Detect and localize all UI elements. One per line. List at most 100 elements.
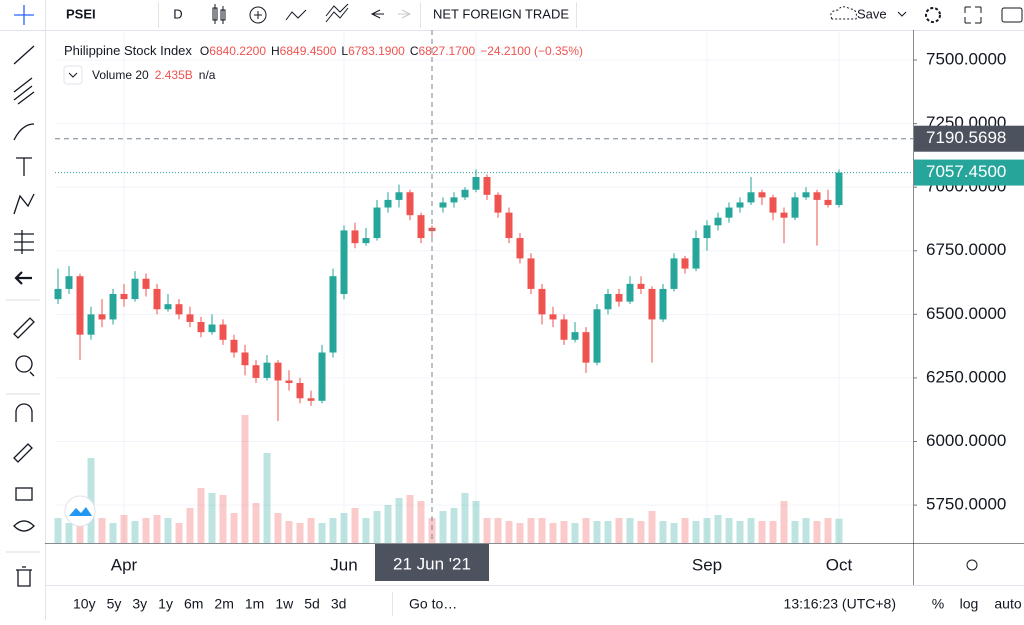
legend-toggle[interactable] — [63, 65, 83, 85]
redo-button[interactable] — [398, 9, 412, 19]
text-tool[interactable] — [16, 157, 32, 176]
symbol-name: Philippine Stock Index — [64, 43, 192, 58]
candle-body — [263, 362, 271, 378]
pattern-tool[interactable] — [13, 193, 35, 215]
prediction-tool[interactable] — [14, 230, 34, 254]
range-button[interactable]: 10y — [73, 596, 96, 612]
candle-body — [593, 309, 601, 363]
range-button[interactable]: 5d — [304, 596, 320, 612]
cloud-icon — [830, 6, 857, 20]
snapshot-button[interactable] — [1001, 7, 1023, 23]
volume-bar — [571, 523, 579, 543]
goto-button[interactable]: Go to… — [409, 596, 457, 612]
volume-bar — [153, 515, 161, 543]
candle-type-button[interactable] — [212, 4, 226, 24]
volume-bar — [659, 521, 667, 543]
candle-body — [164, 304, 172, 310]
candle-body — [703, 225, 711, 239]
volume-bar — [318, 523, 326, 543]
save-button[interactable]: Save — [857, 6, 887, 21]
y-tick-label: 6750.0000 — [926, 240, 1006, 259]
volume-bar — [670, 523, 678, 543]
candle-body — [197, 321, 205, 333]
volume-bar — [384, 505, 392, 543]
range-button[interactable]: 1m — [245, 596, 264, 612]
range-button[interactable]: 1y — [158, 596, 173, 612]
y-tick-label: 6500.0000 — [926, 304, 1006, 323]
templates-button[interactable] — [325, 3, 349, 23]
volume-bar — [582, 518, 590, 543]
ohlc-value: 6840.2200 — [209, 44, 266, 58]
brush-tool[interactable] — [13, 123, 35, 141]
y-tick-label: 6250.0000 — [926, 367, 1006, 386]
log-button[interactable]: log — [960, 596, 979, 612]
candle-body — [373, 207, 381, 239]
indicators-button[interactable] — [249, 6, 267, 24]
volume-bar — [824, 518, 832, 543]
range-button[interactable]: 1w — [275, 596, 294, 612]
volume-bar — [230, 513, 238, 543]
volume-bar — [142, 518, 150, 543]
candle-body — [219, 324, 227, 340]
volume-bar — [98, 518, 106, 543]
change: −24.2100 (−0.35%) — [480, 44, 583, 58]
visibility-tool[interactable] — [13, 520, 35, 532]
range-button[interactable]: 2m — [214, 596, 233, 612]
grid — [55, 30, 917, 543]
clock-button[interactable]: 13:16:23 (UTC+8) — [784, 596, 896, 612]
settings-button[interactable] — [925, 7, 941, 23]
compare-button[interactable] — [285, 9, 307, 21]
volume-bar — [76, 513, 84, 543]
symbol[interactable]: PSEI — [66, 6, 96, 21]
volume-pane — [54, 415, 843, 543]
range-button[interactable]: 3d — [331, 596, 347, 612]
indicator-name[interactable]: NET FOREIGN TRADE — [433, 6, 569, 21]
crosshair-tool[interactable] — [14, 5, 34, 25]
candle-body — [637, 283, 645, 289]
candle-body — [681, 258, 689, 269]
range-button[interactable]: 5y — [107, 596, 122, 612]
interval[interactable]: D — [173, 6, 182, 21]
trend-line-tool[interactable] — [13, 45, 35, 65]
candle-body — [516, 238, 524, 259]
candle-body — [670, 258, 678, 289]
volume-bar — [769, 521, 777, 543]
x-tick-label: Jun — [330, 555, 357, 574]
auto-button[interactable]: auto — [994, 596, 1021, 612]
volume-bar — [472, 501, 480, 543]
candle-body — [813, 192, 821, 200]
x-tick-label: Oct — [826, 555, 853, 574]
percent-button[interactable]: % — [932, 596, 944, 612]
candle-body — [472, 177, 480, 190]
candle-body — [692, 238, 700, 269]
volume-bar — [626, 518, 634, 543]
ohlc-value: 6849.4500 — [280, 44, 337, 58]
delete-tool[interactable] — [16, 566, 32, 587]
candle-body — [582, 332, 590, 363]
zoom-tool[interactable] — [15, 355, 33, 373]
volume-bar — [637, 521, 645, 543]
undo-button[interactable] — [370, 9, 384, 19]
volume-bar — [285, 521, 293, 543]
lock-tool[interactable] — [15, 487, 33, 501]
candle-body — [109, 294, 117, 320]
volume-bar — [483, 518, 491, 543]
back-tool[interactable] — [14, 271, 32, 285]
candle-body — [659, 288, 667, 320]
volume-extra: n/a — [199, 68, 216, 82]
candle-body — [76, 276, 84, 335]
volume-bar — [340, 513, 348, 543]
pitchfork-tool[interactable] — [13, 77, 35, 105]
lock-draw-tool[interactable] — [13, 443, 33, 463]
logo[interactable] — [64, 495, 96, 527]
volume-bar — [538, 518, 546, 543]
axis-settings[interactable] — [966, 559, 978, 571]
volume-bar — [274, 513, 282, 543]
magnet-tool[interactable] — [15, 403, 33, 422]
range-button[interactable]: 3y — [132, 596, 147, 612]
volume-bar — [703, 518, 711, 543]
save-dropdown[interactable] — [897, 11, 907, 17]
ruler-tool[interactable] — [13, 317, 35, 339]
range-button[interactable]: 6m — [184, 596, 203, 612]
fullscreen-button[interactable] — [964, 6, 982, 24]
